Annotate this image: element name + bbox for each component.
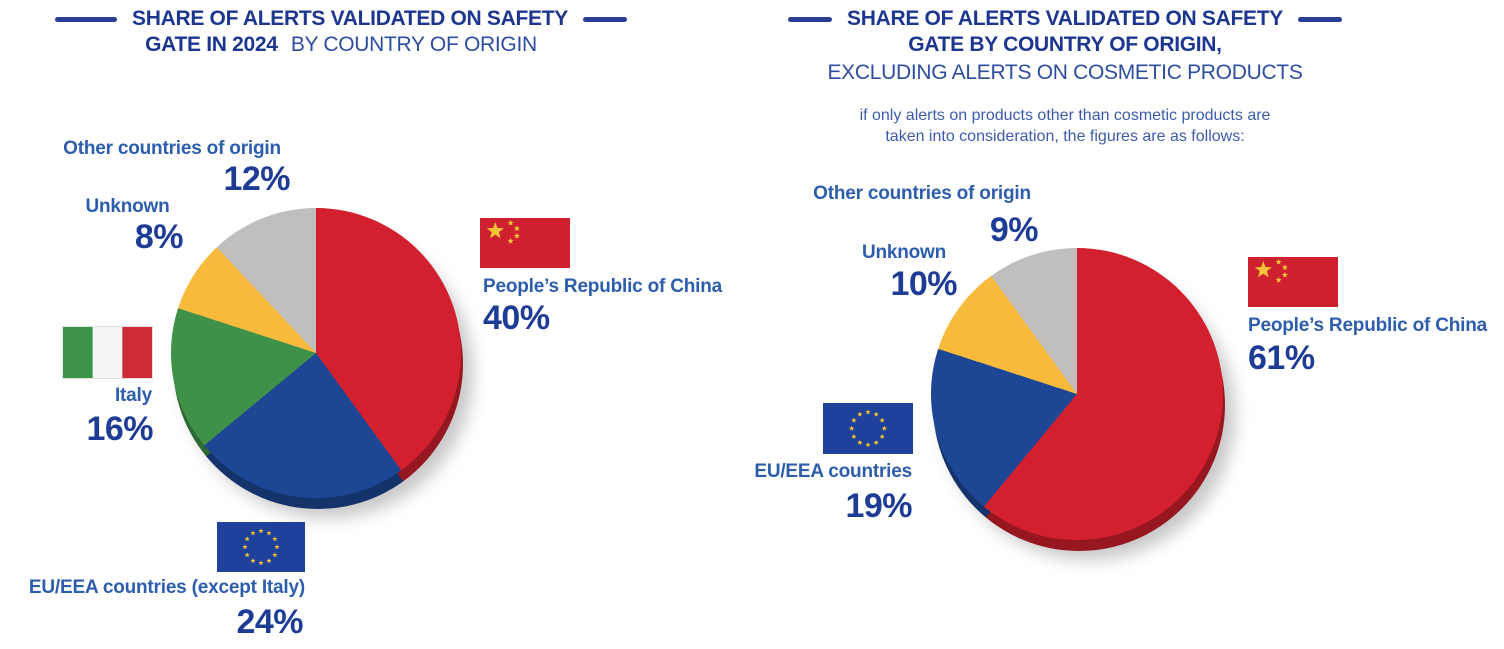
title-dash-icon	[582, 16, 627, 22]
label-eu-eea: EU/EEA countries (except Italy)	[28, 577, 305, 598]
title-dash-icon	[788, 16, 833, 22]
label-other-countries: Other countries of origin	[813, 183, 1031, 204]
value-eu-eea: 19%	[845, 487, 912, 525]
value-italy: 16%	[86, 410, 153, 448]
china-flag-icon	[1248, 257, 1338, 307]
label-china: People’s Republic of China	[1248, 315, 1488, 336]
chart-excl-subtitle: if only alerts on products other than co…	[755, 105, 1375, 147]
pie-chart-2024	[171, 208, 473, 518]
chart-excl-title-line3-regular: EXCLUDING ALERTS ON COSMETIC PRODUCTS	[827, 61, 1303, 84]
pie-chart-excl-cosmetics	[931, 248, 1235, 560]
value-other-countries: 12%	[223, 160, 290, 198]
chart-2024-title-row1: SHARE OF ALERTS VALIDATED ON SAFETY	[8, 6, 674, 32]
china-flag-icon	[480, 218, 570, 268]
label-other-countries: Other countries of origin	[63, 138, 281, 159]
label-italy: Italy	[114, 385, 152, 406]
chart-2024-title-line2-bold: GATE IN 2024	[145, 33, 278, 56]
pie-slices	[171, 208, 461, 498]
value-unknown: 8%	[134, 218, 184, 256]
pie-slices	[931, 248, 1223, 540]
value-unknown: 10%	[890, 265, 957, 303]
chart-excl-subtitle-line1: if only alerts on products other than co…	[859, 107, 1271, 124]
chart-2024-title-row2: GATE IN 2024 BY COUNTRY OF ORIGIN	[8, 32, 674, 60]
chart-excl-title-row1: SHARE OF ALERTS VALIDATED ON SAFETY	[755, 6, 1375, 32]
chart-2024-title-line1: SHARE OF ALERTS VALIDATED ON SAFETY	[132, 7, 568, 30]
value-china: 61%	[1248, 339, 1315, 377]
chart-excl-title-row2: GATE BY COUNTRY OF ORIGIN,	[755, 32, 1375, 60]
title-dash-icon	[1297, 16, 1342, 22]
label-unknown: Unknown	[861, 242, 947, 263]
value-other-countries: 9%	[989, 211, 1039, 249]
italy-flag-icon	[62, 326, 153, 379]
chart-excl-title-line2-bold: GATE BY COUNTRY OF ORIGIN,	[908, 33, 1222, 56]
title-dash-icon	[55, 16, 118, 22]
chart-excl-title: SHARE OF ALERTS VALIDATED ON SAFETY GATE…	[755, 6, 1375, 147]
chart-excl-title-row3: EXCLUDING ALERTS ON COSMETIC PRODUCTS	[755, 60, 1375, 88]
chart-excl-title-line1: SHARE OF ALERTS VALIDATED ON SAFETY	[847, 7, 1283, 30]
label-eu-eea: EU/EEA countries	[754, 461, 912, 482]
eu-flag-icon	[823, 403, 913, 454]
label-unknown: Unknown	[85, 196, 170, 217]
value-china: 40%	[483, 299, 550, 337]
chart-excl-subtitle-line2: taken into consideration, the figures ar…	[885, 128, 1245, 145]
eu-flag-icon	[217, 522, 305, 572]
chart-2024-title: SHARE OF ALERTS VALIDATED ON SAFETY GATE…	[8, 6, 674, 60]
value-eu-eea: 24%	[236, 603, 303, 641]
chart-2024-title-line2-regular: BY COUNTRY OF ORIGIN	[290, 33, 537, 56]
label-china: People’s Republic of China	[483, 276, 723, 297]
